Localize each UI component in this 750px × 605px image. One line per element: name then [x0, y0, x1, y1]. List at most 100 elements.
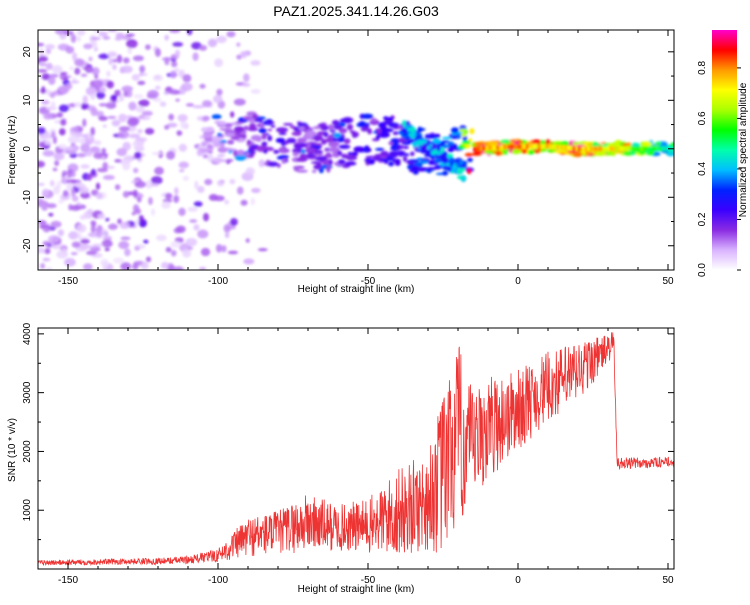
ridge-blob — [345, 155, 358, 161]
noise-blob — [53, 185, 61, 195]
noise-blob — [133, 94, 144, 99]
core-cell — [597, 146, 600, 152]
x-tick-label: 0 — [515, 575, 521, 586]
noise-blob — [167, 264, 176, 270]
noise-blob — [140, 261, 149, 270]
noise-blob — [101, 239, 113, 248]
core-cell — [501, 144, 504, 150]
ridge-blob — [211, 114, 222, 120]
noise-blob — [108, 57, 113, 65]
figure-title: PAZ1.2025.341.14.26.G03 — [273, 3, 439, 19]
ridge-blob — [654, 142, 662, 145]
noise-blob — [233, 98, 246, 106]
ridge-blob — [383, 116, 389, 120]
streak-blob — [411, 132, 416, 137]
ridge-blob — [466, 168, 472, 175]
ridge-blob — [379, 158, 388, 162]
noise-blob — [102, 174, 115, 180]
noise-blob — [80, 164, 90, 169]
ridge-blob — [242, 115, 253, 120]
noise-blob — [126, 39, 138, 49]
ridge-blob — [278, 146, 286, 152]
core-cell — [559, 144, 562, 150]
ridge-blob — [263, 149, 268, 154]
noise-blob — [151, 151, 163, 156]
ridge-blob — [495, 150, 502, 156]
core-cell — [663, 146, 666, 152]
ridge-blob — [394, 160, 401, 166]
core-cell — [492, 145, 495, 151]
colorbar-tick-label: 0.4 — [697, 162, 708, 176]
ridge-blob — [392, 124, 398, 130]
noise-blob — [95, 182, 101, 190]
noise-blob — [214, 58, 224, 67]
noise-blob — [199, 83, 206, 89]
ridge-blob — [293, 166, 300, 172]
ridge-blob — [250, 134, 262, 142]
noise-blob — [189, 219, 198, 223]
ridge-blob — [409, 165, 420, 171]
ridge-blob — [217, 154, 226, 157]
ridge-blob — [339, 118, 350, 123]
core-cell — [599, 146, 602, 152]
core-cell — [534, 143, 537, 149]
noise-blob — [176, 130, 183, 136]
ridge-blob — [457, 146, 467, 149]
noise-blob — [95, 192, 104, 200]
ridge-blob — [361, 113, 374, 120]
ridge-blob — [275, 137, 286, 144]
noise-blob — [67, 168, 73, 178]
core-cell — [582, 146, 585, 152]
streak-blob — [401, 127, 409, 133]
noise-blob — [41, 206, 48, 211]
colorbar-tick-label: 0.0 — [697, 263, 708, 277]
noise-blob — [70, 252, 78, 256]
noise-blob — [58, 128, 66, 136]
core-cell — [622, 146, 625, 152]
ridge-blob — [297, 122, 305, 126]
noise-blob — [164, 124, 170, 130]
ridge-blob — [235, 121, 245, 124]
noise-blob — [42, 188, 50, 197]
core-cell — [494, 145, 497, 151]
noise-blob — [148, 196, 153, 206]
core-cell — [505, 144, 508, 150]
core-cell — [600, 146, 603, 152]
noise-blob — [251, 187, 261, 194]
noise-blob — [98, 103, 108, 107]
noise-blob — [60, 178, 70, 185]
core-cell — [584, 146, 587, 152]
noise-blob — [216, 35, 227, 44]
noise-blob — [239, 51, 251, 56]
noise-blob — [199, 267, 207, 270]
core-cell — [527, 143, 530, 149]
ridge-blob — [217, 132, 222, 138]
noise-blob — [127, 117, 139, 127]
ridge-blob — [202, 115, 210, 121]
noise-blob — [169, 89, 177, 95]
core-cell — [474, 146, 477, 152]
streak-blob — [458, 164, 467, 169]
noise-blob — [139, 64, 146, 73]
core-cell — [473, 146, 476, 152]
core-cell — [539, 143, 542, 149]
noise-blob — [250, 197, 256, 206]
noise-blob — [212, 94, 223, 104]
ridge-blob — [404, 153, 410, 157]
ridge-blob — [259, 122, 265, 129]
noise-blob — [165, 246, 172, 253]
spectrogram-x-label: Height of straight line (km) — [298, 284, 415, 295]
noise-blob — [56, 250, 69, 259]
ridge-blob — [307, 137, 313, 140]
core-cell — [665, 146, 668, 152]
core-cell — [516, 144, 519, 149]
noise-blob — [107, 30, 118, 33]
core-cell — [536, 143, 539, 149]
core-cell — [609, 146, 612, 152]
streak-blob — [435, 150, 442, 156]
noise-blob — [57, 229, 65, 237]
x-tick-label: -150 — [58, 575, 78, 586]
ridge-blob — [286, 137, 297, 144]
noise-blob — [175, 225, 186, 234]
noise-blob — [258, 159, 265, 168]
